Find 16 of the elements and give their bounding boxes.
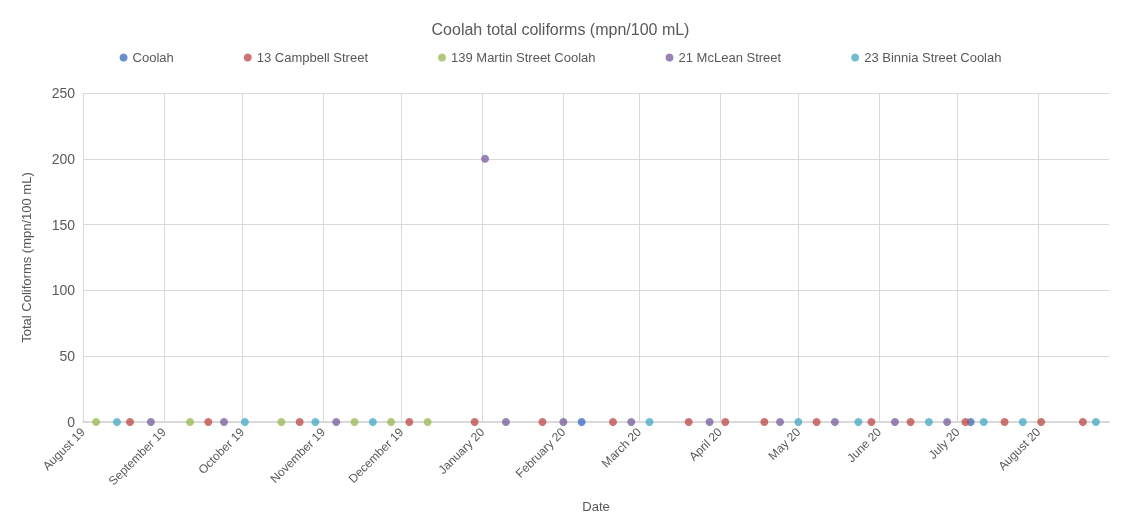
legend-label: 139 Martin Street Coolah (451, 50, 596, 65)
legend-label: Coolah (132, 50, 174, 65)
x-axis-title: Date (582, 499, 610, 514)
y-tick-label: 100 (51, 282, 76, 299)
y-axis-title: Total Coliforms (mpn/100 mL) (19, 172, 34, 343)
legend-label: 13 Campbell Street (256, 50, 369, 65)
x-tick-label: July 20 (925, 424, 963, 462)
y-tick-label: 200 (51, 150, 76, 167)
y-tick-label: 150 (51, 216, 76, 233)
y-tick-label: 0 (67, 414, 76, 430)
legend-label: 21 McLean Street (678, 50, 782, 65)
y-tick-label: 50 (59, 348, 76, 365)
legend-label: 23 Binnia Street Coolah (864, 50, 1002, 65)
chart-title: Coolah total coliforms (mpn/100 mL) (431, 20, 690, 38)
x-tick-label: May 20 (765, 424, 804, 463)
y-tick-label: 250 (51, 85, 76, 101)
